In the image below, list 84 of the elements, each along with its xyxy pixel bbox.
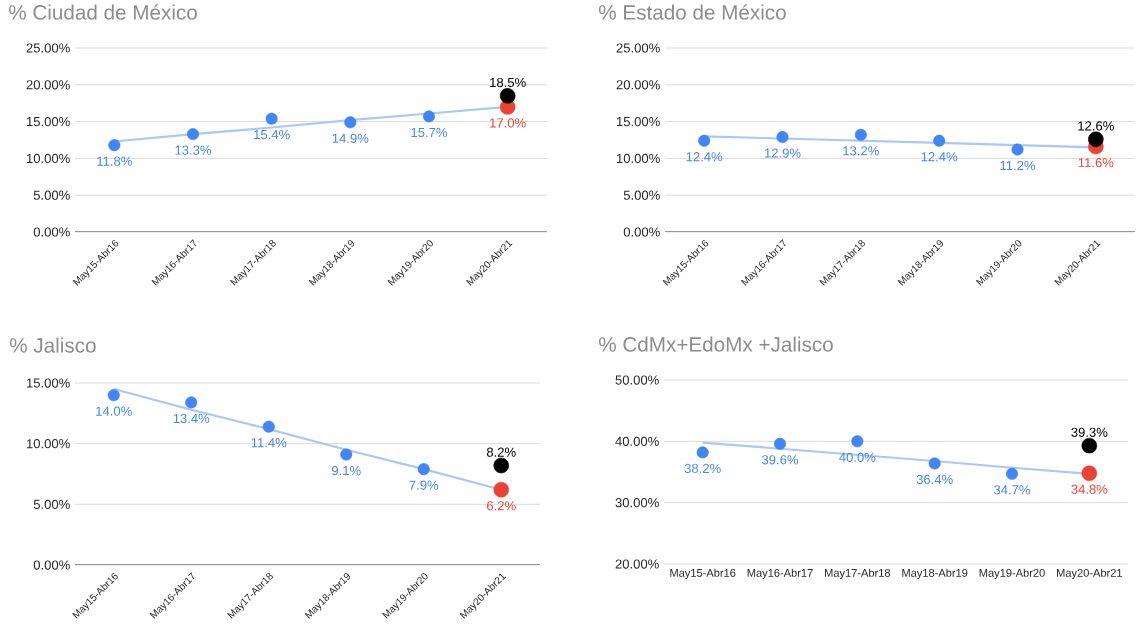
data-label: 17.0%: [490, 118, 526, 128]
point: [933, 134, 946, 147]
data-label: 11.8%: [97, 156, 132, 166]
point: [262, 420, 275, 433]
chart-title: % Estado de México: [599, 4, 786, 20]
x-tick-label: May17-Abr18: [825, 568, 891, 580]
data-label: 13.2%: [843, 146, 879, 156]
y-tick-label: 10.00%: [26, 439, 70, 449]
chart-title: % CdMx+EdoMx +Jalisco: [599, 336, 833, 352]
y-tick-label: 25.00%: [616, 43, 660, 53]
data-label: 12.6%: [1078, 121, 1114, 131]
data-label: 36.4%: [916, 474, 953, 485]
x-tick-label: May20-Abr21: [1057, 568, 1122, 580]
y-tick-label: 15.00%: [26, 378, 70, 388]
data-label: 11.6%: [1078, 158, 1114, 168]
y-tick-label: 0.00%: [33, 560, 70, 570]
data-label: 13.4%: [173, 413, 210, 424]
data-label: 18.5%: [490, 77, 526, 88]
point: [776, 131, 789, 144]
data-label: 15.4%: [254, 130, 290, 140]
y-tick-label: 20.00%: [26, 80, 70, 90]
point: [340, 448, 353, 461]
point: [187, 128, 199, 141]
point: [107, 389, 120, 402]
data-label: 39.3%: [1071, 427, 1108, 437]
y-tick-label: 30.00%: [615, 498, 659, 508]
y-tick-label: 25.00%: [26, 43, 70, 53]
y-tick-label: 10.00%: [26, 153, 70, 164]
point: [928, 457, 941, 470]
point: [774, 437, 787, 450]
x-tick-label: May18-Abr19: [902, 568, 968, 580]
point: [1081, 465, 1098, 481]
point: [1011, 143, 1024, 156]
point: [417, 463, 430, 476]
point: [698, 134, 711, 147]
data-label: 15.7%: [411, 127, 448, 138]
point: [423, 110, 435, 123]
point: [1006, 467, 1019, 480]
data-label: 14.9%: [332, 133, 369, 143]
point: [1081, 437, 1098, 454]
point: [851, 435, 864, 448]
y-tick-label: 5.00%: [623, 190, 660, 200]
point: [1088, 131, 1104, 147]
data-label: 12.9%: [764, 148, 801, 158]
data-label: 7.9%: [409, 480, 439, 490]
data-label: 8.2%: [486, 447, 516, 457]
y-tick-label: 0.00%: [623, 227, 660, 237]
data-label: 9.1%: [331, 465, 361, 476]
data-label: 12.4%: [686, 152, 723, 162]
point: [696, 446, 709, 459]
x-tick-label: May15-Abr16: [670, 568, 736, 580]
data-label: 13.3%: [175, 145, 212, 155]
point: [108, 139, 121, 152]
x-tick-label: May19-Abr20: [979, 568, 1045, 580]
y-tick-label: 40.00%: [615, 436, 659, 446]
y-tick-label: 20.00%: [615, 559, 659, 569]
point: [493, 457, 509, 474]
data-label: 12.4%: [921, 152, 958, 162]
y-tick-label: 5.00%: [33, 499, 70, 509]
point: [344, 116, 357, 129]
point: [185, 396, 198, 409]
data-label: 39.6%: [761, 455, 799, 465]
chart-title: % Ciudad de México: [9, 4, 197, 20]
chart-title: % Jalisco: [10, 337, 96, 353]
y-tick-label: 0.00%: [33, 227, 70, 237]
data-label: 11.2%: [1000, 160, 1036, 171]
data-label: 38.2%: [684, 463, 721, 473]
point: [499, 88, 516, 104]
y-tick-label: 20.00%: [616, 80, 660, 90]
data-label: 11.4%: [251, 438, 287, 448]
point: [854, 128, 867, 141]
y-tick-label: 5.00%: [33, 190, 70, 200]
data-label: 34.7%: [993, 485, 1031, 495]
data-label: 14.0%: [96, 406, 132, 416]
y-tick-label: 10.00%: [616, 153, 660, 164]
x-tick-label: May16-Abr17: [747, 568, 813, 580]
point: [493, 482, 509, 498]
point: [265, 112, 278, 125]
y-tick-label: 15.00%: [26, 116, 70, 127]
y-tick-label: 50.00%: [615, 375, 659, 385]
data-label: 6.2%: [487, 501, 516, 511]
data-label: 40.0%: [839, 452, 876, 462]
data-label: 34.8%: [1071, 484, 1108, 494]
y-tick-label: 15.00%: [616, 116, 660, 127]
